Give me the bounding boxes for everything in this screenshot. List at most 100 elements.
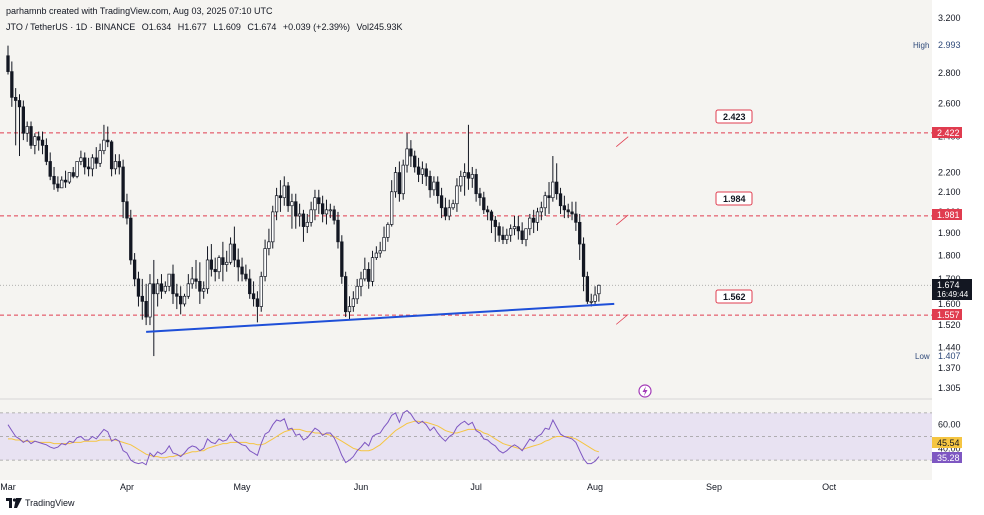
price-tick-label: 3.200 xyxy=(938,13,961,23)
candle-bull xyxy=(274,195,279,213)
candle-bull xyxy=(324,209,329,215)
chart-area[interactable] xyxy=(0,0,932,480)
candle-bear xyxy=(125,201,129,219)
trendline-layer xyxy=(146,302,615,333)
time-tick-label: Sep xyxy=(706,482,722,492)
candle-bull xyxy=(382,237,386,252)
candle-bear xyxy=(56,183,60,189)
price-tick-label: 1.700 xyxy=(938,274,961,284)
price-tick-label: 2.600 xyxy=(938,99,961,109)
candle-bull xyxy=(370,257,375,282)
footer-brand[interactable]: TradingView xyxy=(6,498,75,508)
current-price-tag xyxy=(932,279,972,300)
candle-bull xyxy=(512,226,517,230)
current-price-text: 1.674 xyxy=(937,280,960,290)
candle-bull xyxy=(217,257,221,273)
rsi-ma-value-text: 35.28 xyxy=(937,453,960,463)
rsi-tick-label: 40.00 xyxy=(938,443,961,453)
candle-bull xyxy=(305,221,309,227)
candle-bull xyxy=(309,209,313,223)
candle-bull xyxy=(205,259,210,290)
candle-bull xyxy=(432,181,436,191)
rsi-line xyxy=(7,409,600,466)
rsi-value-text: 45.54 xyxy=(937,438,960,448)
price-tick-label: 1.900 xyxy=(938,228,961,238)
candle-bear xyxy=(63,179,68,183)
symbol-pair[interactable]: JTO / TetherUS · 1D · BINANCE xyxy=(6,22,136,32)
candle-bull xyxy=(363,268,367,280)
candle-bear xyxy=(171,273,175,295)
candle-bear xyxy=(29,126,33,146)
candle-bull xyxy=(313,197,317,211)
candle-bear xyxy=(240,266,244,275)
candle-bear xyxy=(244,273,248,280)
ohlc-change: +0.039 (+2.39%) xyxy=(282,22,350,32)
candle-bull xyxy=(528,217,532,230)
candle-bull xyxy=(113,161,118,170)
candle-bull xyxy=(589,301,593,303)
candle-bear xyxy=(106,139,110,143)
low-label: Low xyxy=(915,352,930,361)
symbol-legend[interactable]: JTO / TetherUS · 1D · BINANCE O1.634 H1.… xyxy=(6,22,407,32)
time-axis[interactable] xyxy=(0,480,932,494)
candle-bull xyxy=(290,201,294,207)
rsi-layer xyxy=(0,409,932,466)
candle-bear xyxy=(562,205,567,211)
price-tick-label: 1.520 xyxy=(938,320,961,330)
candle-bear xyxy=(198,281,202,292)
candle-bear xyxy=(532,217,536,223)
candle-bull xyxy=(470,174,474,179)
price-tick-label: 1.440 xyxy=(938,342,961,352)
candle-bear xyxy=(301,213,306,227)
candle-bear xyxy=(367,268,371,282)
price-tick-label: 1.800 xyxy=(938,250,961,260)
candle-bull xyxy=(182,295,187,305)
candle-bull xyxy=(225,261,229,265)
candle-bear xyxy=(86,166,91,170)
ohlc-low: L1.609 xyxy=(213,22,241,32)
candle-bear xyxy=(37,136,41,141)
annotation-1984-text: 1.984 xyxy=(723,194,746,204)
annotation-1562[interactable]: 1.562 xyxy=(715,289,753,304)
candle-bear xyxy=(14,97,18,101)
candle-bull xyxy=(355,285,359,300)
candle-bull xyxy=(102,139,106,152)
price-scale[interactable] xyxy=(932,0,984,480)
ohlc-high: H1.677 xyxy=(177,22,207,32)
candle-bull xyxy=(539,207,543,213)
price-tick-label: 1.370 xyxy=(938,363,961,373)
candle-bear xyxy=(436,181,440,197)
candle-bull xyxy=(190,278,194,285)
candle-bull xyxy=(60,179,64,189)
candle-bull xyxy=(451,203,455,209)
rsi-value-tag xyxy=(932,437,962,448)
candle-bear xyxy=(501,234,505,240)
annotation-1984[interactable]: 1.984 xyxy=(715,191,753,206)
candle-bear xyxy=(248,278,252,295)
candle-bear xyxy=(278,195,283,199)
candle-bull xyxy=(393,172,398,193)
countdown-text: 16:49:44 xyxy=(937,290,969,299)
candle-bull xyxy=(351,298,355,307)
candle-bear xyxy=(439,195,444,209)
candle-bull xyxy=(259,276,263,307)
candle-bull xyxy=(447,207,451,217)
candle-bull xyxy=(551,181,555,199)
volume-value: Vol245.93K xyxy=(356,22,403,32)
candles-layer xyxy=(6,45,601,357)
level-2422-tag xyxy=(932,127,962,138)
candle-bear xyxy=(574,213,578,223)
candle-bull xyxy=(462,172,467,177)
low-value: 1.407 xyxy=(938,351,961,361)
candle-bull xyxy=(359,278,363,287)
price-tick-label: 2.200 xyxy=(938,168,961,178)
candle-bull xyxy=(374,252,379,258)
lightning-icon[interactable] xyxy=(638,384,652,398)
candle-bull xyxy=(75,161,79,177)
rsi-ma-value-tag xyxy=(932,452,962,463)
candle-bear xyxy=(10,71,14,98)
candle-bull xyxy=(267,241,271,249)
annotation-2423[interactable]: 2.423 xyxy=(715,109,753,124)
candle-bear xyxy=(6,55,10,72)
